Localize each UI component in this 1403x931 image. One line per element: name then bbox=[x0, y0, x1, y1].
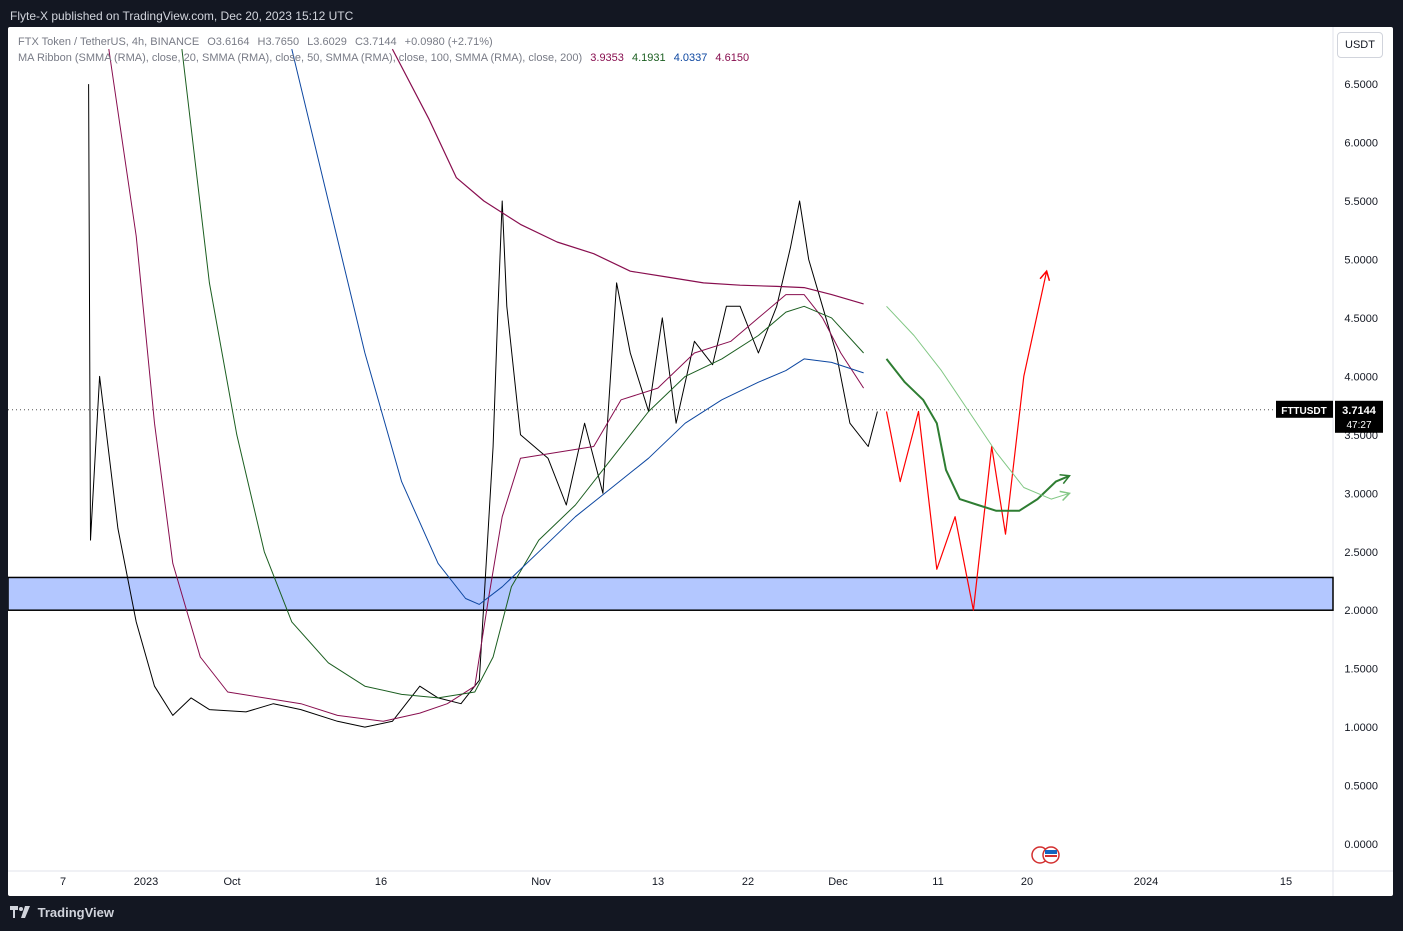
ma-value-20: 3.9353 bbox=[590, 52, 624, 64]
y-tick-label: 0.5000 bbox=[1344, 781, 1378, 793]
y-tick-label: 4.0000 bbox=[1344, 371, 1378, 383]
x-tick-label: 16 bbox=[375, 876, 387, 888]
ma-value-200: 4.6150 bbox=[715, 52, 750, 64]
series-projection_green bbox=[885, 358, 1070, 512]
event-flag-stripe bbox=[1045, 855, 1057, 857]
series-ma100 bbox=[291, 48, 864, 605]
x-tick-label: 11 bbox=[932, 876, 943, 888]
arrow-red bbox=[1039, 269, 1051, 281]
y-tick-label: 6.0000 bbox=[1344, 138, 1378, 150]
y-tick-label: 6.5000 bbox=[1344, 79, 1378, 91]
x-tick-label: Oct bbox=[223, 876, 240, 888]
arrow-green bbox=[1059, 474, 1071, 485]
y-tick-label: 4.5000 bbox=[1344, 313, 1378, 325]
ma-value-100: 4.0337 bbox=[673, 52, 708, 64]
series-projection_red bbox=[885, 271, 1048, 611]
currency-button[interactable]: USDT bbox=[1337, 32, 1383, 58]
price-tag-countdown: 47:27 bbox=[1346, 420, 1371, 431]
event-flag-stripe bbox=[1045, 850, 1057, 854]
ma-value-50: 4.1931 bbox=[631, 52, 666, 64]
series-ma200 bbox=[391, 48, 864, 305]
price-tag-value: 3.7144 bbox=[1342, 405, 1377, 417]
x-tick-label: 7 bbox=[60, 876, 66, 888]
chart-panel[interactable]: 6.5000 6.0000 5.5000 5.0000 4.5000 4.0000 3.50… bbox=[8, 27, 1393, 896]
arrow-light bbox=[1059, 490, 1071, 502]
x-tick-label: 22 bbox=[742, 876, 754, 888]
footer-brand: TradingView bbox=[37, 905, 114, 920]
ohlc-low: L3.6029 bbox=[307, 36, 347, 48]
y-tick-label: 2.0000 bbox=[1344, 605, 1378, 617]
tradingview-footer[interactable]: TradingView bbox=[10, 903, 114, 923]
y-tick-label: 1.0000 bbox=[1344, 722, 1378, 734]
x-tick-label: 13 bbox=[652, 876, 664, 888]
price-tag-bg bbox=[1335, 400, 1383, 433]
chart-legend: FTX Token / TetherUS, 4h, BINANCE O3.616… bbox=[18, 34, 754, 66]
support-zone bbox=[8, 576, 1334, 611]
publish-header: Flyte-X published on TradingView.com, De… bbox=[10, 9, 354, 23]
y-tick-label: 1.5000 bbox=[1344, 664, 1378, 676]
y-tick-label: 5.5000 bbox=[1344, 196, 1378, 208]
event-flags-icon bbox=[1031, 846, 1060, 864]
series-ma20 bbox=[108, 49, 865, 722]
price-tag-symbol-bg bbox=[1276, 400, 1333, 418]
y-tick-label: 3.0000 bbox=[1344, 488, 1378, 500]
indicator-title[interactable]: MA Ribbon (SMMA (RMA), close, 20, SMMA (… bbox=[18, 52, 583, 64]
series-projection_light bbox=[886, 305, 1070, 500]
x-tick-label: 15 bbox=[1280, 876, 1292, 888]
y-tick-label: 3.5000 bbox=[1344, 430, 1378, 442]
ohlc-change: +0.0980 (+2.71%) bbox=[404, 36, 493, 48]
symbol-title[interactable]: FTX Token / TetherUS, 4h, BINANCE bbox=[18, 36, 200, 48]
tradingview-logo-icon bbox=[10, 904, 30, 924]
y-tick-label: 2.5000 bbox=[1344, 547, 1378, 559]
chart-canvas[interactable]: 6.5000 6.0000 5.5000 5.0000 4.5000 4.0000 3.50… bbox=[8, 27, 1393, 896]
x-tick-label: 20 bbox=[1021, 876, 1033, 888]
series-ma50 bbox=[181, 49, 864, 699]
y-tick-label: 5.0000 bbox=[1344, 255, 1378, 267]
ohlc-open: O3.6164 bbox=[207, 36, 250, 48]
ohlc-close: C3.7144 bbox=[354, 36, 397, 48]
y-tick-label: 0.0000 bbox=[1344, 839, 1378, 851]
x-tick-label: Nov bbox=[531, 876, 551, 888]
ohlc-high: H3.7650 bbox=[257, 36, 300, 48]
x-tick-label: 2023 bbox=[134, 876, 158, 888]
price-tag-symbol: FTTUSDT bbox=[1281, 406, 1327, 417]
x-tick-label: 2024 bbox=[1134, 876, 1158, 888]
x-tick-label: Dec bbox=[828, 876, 848, 888]
